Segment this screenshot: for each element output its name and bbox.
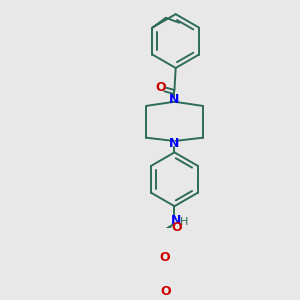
Text: O: O: [161, 285, 171, 298]
Text: N: N: [169, 93, 180, 106]
Text: O: O: [172, 220, 182, 233]
Text: N: N: [169, 137, 180, 150]
Text: H: H: [180, 217, 188, 227]
Text: O: O: [159, 251, 170, 264]
Text: O: O: [156, 81, 166, 94]
Text: N: N: [170, 214, 181, 227]
